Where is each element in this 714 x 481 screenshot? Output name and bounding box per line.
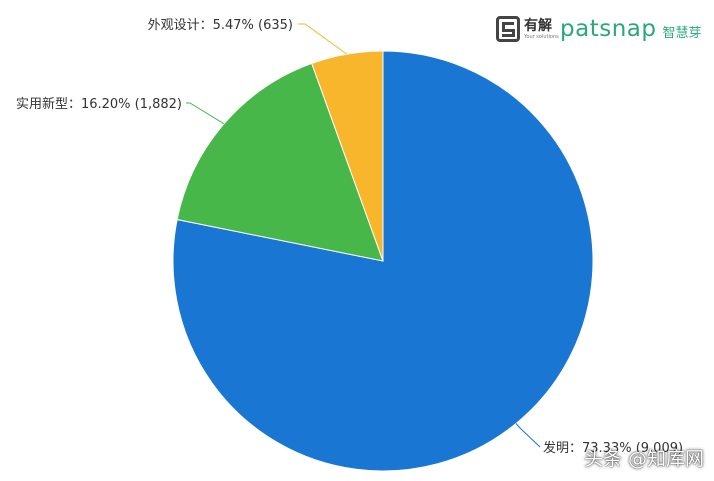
- slice-label-2: 外观设计：5.47% (635): [148, 18, 293, 33]
- leader-line-1: [186, 102, 225, 125]
- patsnap-logo-cn: 智慧芽: [662, 25, 702, 41]
- youjie-logo: 有解 Your solutions: [496, 14, 559, 44]
- pie-slice-1: [176, 62, 384, 262]
- leader-line-2: [298, 23, 348, 55]
- slice-label-0: 发明：73.33% (9,009): [543, 440, 683, 456]
- patsnap-logo-text: patsnap: [560, 16, 657, 42]
- watermark: 头条 @知库网: [584, 448, 705, 470]
- youjie-logo-subtext: Your solutions: [524, 34, 559, 40]
- pie-slice-2: [311, 50, 384, 262]
- slice-label-1: 实用新型：16.20% (1,882): [16, 96, 182, 112]
- leader-line-0: [515, 423, 541, 448]
- youjie-logo-text: 有解: [524, 18, 552, 34]
- youjie-logo-icon: [496, 16, 520, 42]
- patsnap-logo: patsnap 智慧芽: [560, 14, 701, 44]
